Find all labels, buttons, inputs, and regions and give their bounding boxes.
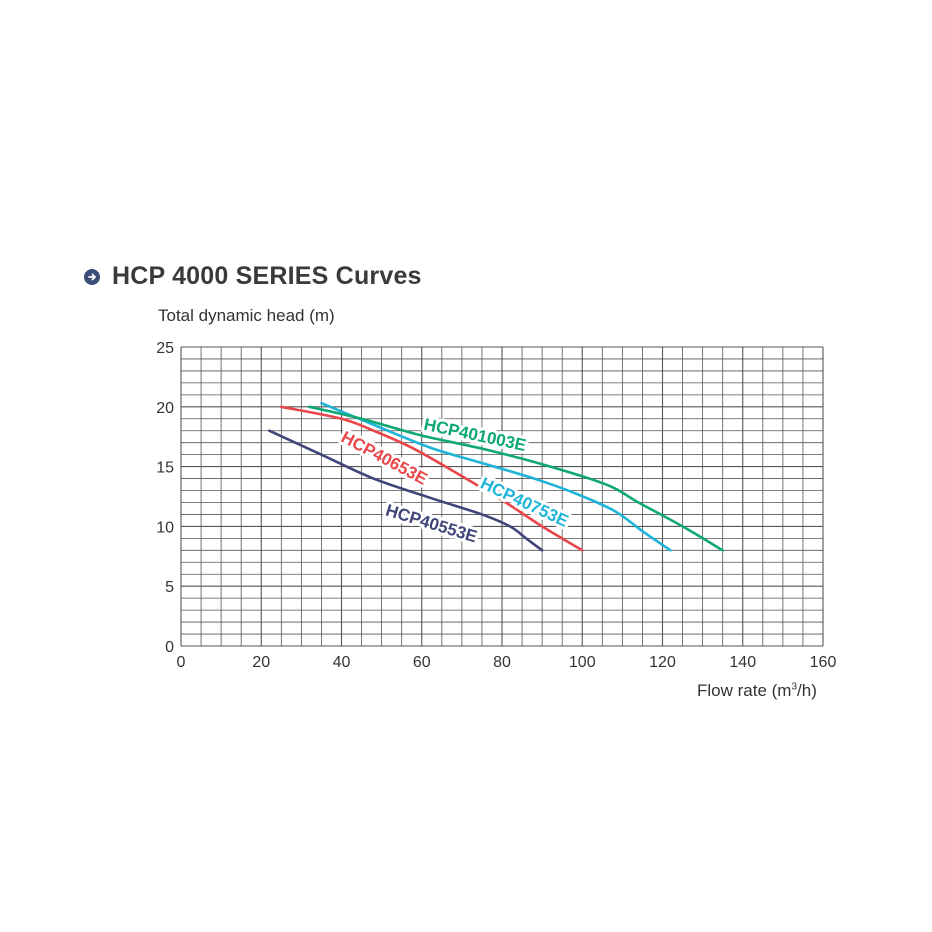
axis-ticks: 0 20 40 60 80 100 120 140 160 0 5 10 15 20 25 [156,340,836,671]
x-tick-label: 120 [649,654,676,671]
x-tick-label: 100 [569,654,596,671]
series-lines [267,401,724,552]
chart-title: HCP 4000 SERIES Curves [112,262,422,290]
curve-hcp40753e [320,401,672,552]
x-tick-label: 0 [177,654,186,671]
x-tick-label: 60 [413,654,431,671]
y-tick-label: 5 [165,579,174,596]
y-tick-label: 15 [156,460,174,477]
series-label-hcp40653e: HCP40653E [338,428,430,489]
y-tick-label: 25 [156,340,174,357]
curve-hcp40653e [280,405,584,552]
curve-hcp401003e [308,405,724,552]
y-tick-label: 0 [165,639,174,656]
chart-grid [180,346,824,647]
x-tick-label: 40 [333,654,351,671]
y-tick-label: 10 [156,519,174,536]
x-tick-label: 80 [493,654,511,671]
x-tick-label: 20 [252,654,270,671]
x-axis-label-sup: 3 [791,681,798,693]
chart-title-row: HCP 4000 SERIES Curves [84,262,422,291]
curve-hcp40553e [267,429,544,552]
y-axis-label: Total dynamic head (m) [158,306,335,325]
x-axis-label-suffix: /h) [797,681,817,700]
x-tick-label: 140 [729,654,756,671]
arrow-right-circle-icon [84,268,100,285]
x-tick-label: 160 [810,654,837,671]
x-axis-label: Flow rate (m3/h) [697,681,817,701]
x-axis-label-prefix: Flow rate (m [697,681,792,700]
y-tick-label: 20 [156,400,174,417]
